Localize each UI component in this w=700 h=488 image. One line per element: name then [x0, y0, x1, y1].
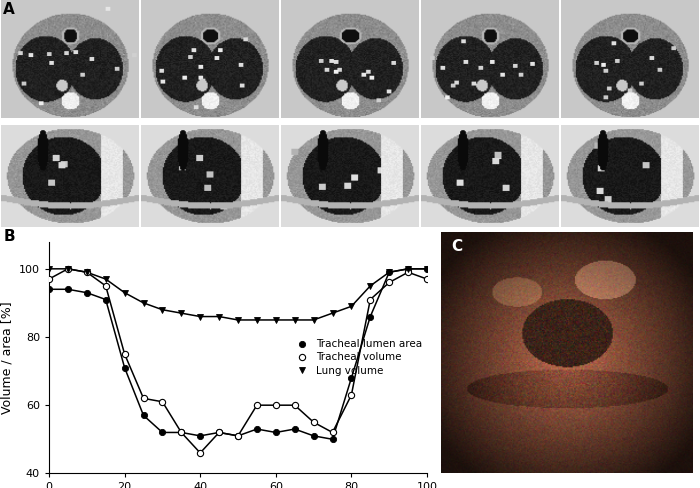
Lung volume	[102, 276, 110, 282]
Tracheal lumen area	[64, 286, 72, 292]
Tracheal lumen area	[290, 426, 299, 432]
Lung volume	[158, 307, 167, 313]
Lung volume	[272, 317, 280, 323]
Lung volume	[404, 266, 412, 272]
Tracheal lumen area	[102, 297, 110, 303]
Tracheal volume	[234, 433, 242, 439]
Lung volume	[196, 314, 204, 320]
Line: Tracheal lumen area: Tracheal lumen area	[46, 265, 430, 443]
Line: Tracheal volume: Tracheal volume	[46, 265, 430, 456]
Tracheal volume	[404, 269, 412, 275]
Tracheal lumen area	[347, 375, 356, 381]
Tracheal volume	[272, 402, 280, 408]
Tracheal lumen area	[272, 429, 280, 435]
Lung volume	[234, 317, 242, 323]
Lung volume	[64, 266, 72, 272]
Tracheal lumen area	[45, 286, 53, 292]
Tracheal volume	[102, 283, 110, 289]
Lung volume	[309, 317, 318, 323]
Lung volume	[347, 304, 356, 309]
Tracheal volume	[385, 280, 393, 285]
Tracheal volume	[423, 276, 431, 282]
Tracheal volume	[309, 419, 318, 425]
Tracheal volume	[64, 266, 72, 272]
Text: B: B	[4, 229, 15, 244]
Tracheal volume	[290, 402, 299, 408]
Tracheal lumen area	[423, 266, 431, 272]
Tracheal volume	[215, 429, 223, 435]
Tracheal lumen area	[120, 365, 129, 370]
Tracheal volume	[177, 429, 186, 435]
Tracheal lumen area	[177, 429, 186, 435]
Lung volume	[45, 266, 53, 272]
Y-axis label: Volume / area [%]: Volume / area [%]	[1, 301, 13, 414]
Lung volume	[215, 314, 223, 320]
Lung volume	[83, 269, 91, 275]
Tracheal lumen area	[139, 412, 148, 418]
Tracheal lumen area	[253, 426, 261, 432]
Lung volume	[385, 269, 393, 275]
Line: Lung volume: Lung volume	[46, 265, 431, 324]
Lung volume	[423, 266, 431, 272]
Text: A: A	[3, 2, 15, 18]
Tracheal volume	[45, 276, 53, 282]
Tracheal volume	[347, 392, 356, 398]
Tracheal volume	[196, 450, 204, 456]
Tracheal lumen area	[309, 433, 318, 439]
Tracheal lumen area	[234, 433, 242, 439]
Lung volume	[290, 317, 299, 323]
Lung volume	[120, 290, 129, 296]
Tracheal volume	[328, 429, 337, 435]
Tracheal volume	[253, 402, 261, 408]
Tracheal volume	[158, 399, 167, 405]
Tracheal volume	[139, 395, 148, 401]
Tracheal lumen area	[196, 433, 204, 439]
Tracheal lumen area	[366, 314, 375, 320]
Tracheal lumen area	[83, 290, 91, 296]
Tracheal lumen area	[215, 429, 223, 435]
Tracheal volume	[120, 351, 129, 357]
Legend: Tracheal lumen area, Tracheal volume, Lung volume: Tracheal lumen area, Tracheal volume, Lu…	[293, 339, 422, 376]
Tracheal lumen area	[385, 269, 393, 275]
Lung volume	[177, 310, 186, 316]
Tracheal lumen area	[404, 266, 412, 272]
Lung volume	[139, 300, 148, 306]
Text: C: C	[451, 239, 462, 254]
Lung volume	[366, 283, 375, 289]
Lung volume	[328, 310, 337, 316]
Tracheal volume	[83, 269, 91, 275]
Tracheal volume	[366, 297, 375, 303]
Tracheal lumen area	[328, 436, 337, 442]
Tracheal lumen area	[158, 429, 167, 435]
Lung volume	[253, 317, 261, 323]
